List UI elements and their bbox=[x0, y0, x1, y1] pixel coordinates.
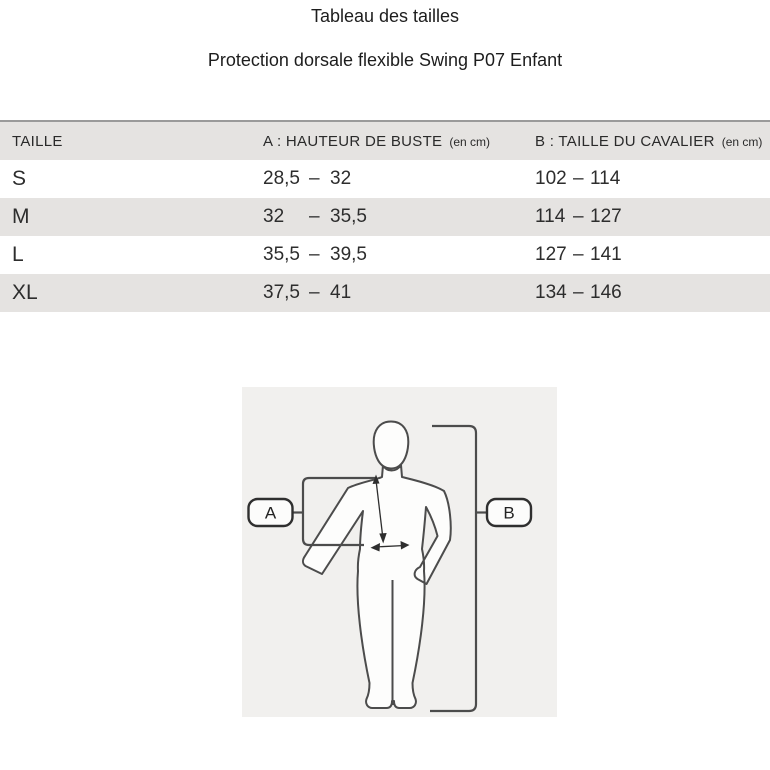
rider-min: 114 bbox=[535, 206, 566, 227]
header-bust-height: A : HAUTEUR DE BUSTE (en cm) bbox=[263, 133, 535, 150]
range-dash: – bbox=[309, 244, 320, 265]
header-rider-label: B : TAILLE DU CAVALIER bbox=[535, 132, 715, 150]
measure-b-label-box bbox=[485, 497, 533, 528]
measurement-diagram: A B bbox=[242, 387, 557, 717]
header-rider-height: B : TAILLE DU CAVALIER (en cm) bbox=[535, 133, 770, 150]
rider-max: 114 bbox=[590, 168, 621, 189]
range-dash: – bbox=[309, 282, 320, 303]
spine-arrow-head-down bbox=[379, 533, 387, 544]
range-dash: – bbox=[573, 206, 584, 227]
table-row-s: S 28,5–32 102–114 bbox=[0, 160, 770, 198]
waist-arrow-head-left bbox=[370, 543, 380, 552]
range-dash: – bbox=[573, 168, 584, 189]
header-rider-unit: (en cm) bbox=[721, 134, 763, 149]
bust-min: 32 bbox=[263, 206, 285, 227]
rider-min: 102 bbox=[535, 168, 567, 189]
header-size: TAILLE bbox=[12, 132, 63, 150]
rider-max: 146 bbox=[590, 282, 622, 303]
bust-range-cell: 37,5–41 bbox=[263, 282, 535, 304]
range-dash: – bbox=[573, 244, 584, 265]
header-bust-label: A : HAUTEUR DE BUSTE bbox=[263, 132, 443, 150]
bust-max: 39,5 bbox=[330, 244, 367, 265]
size-cell: M bbox=[12, 205, 30, 228]
person-head bbox=[372, 420, 410, 470]
measure-a-label-box bbox=[247, 497, 294, 528]
spine-arrow-icon bbox=[375, 479, 384, 540]
measure-a-label: A bbox=[265, 504, 277, 523]
range-dash: – bbox=[309, 206, 320, 227]
range-dash: – bbox=[573, 282, 584, 303]
bust-range-cell: 35,5–39,5 bbox=[263, 244, 535, 266]
page-subtitle: Protection dorsale flexible Swing P07 En… bbox=[207, 50, 563, 70]
rider-max: 127 bbox=[590, 206, 622, 227]
size-table: TAILLE A : HAUTEUR DE BUSTE (en cm) B : T… bbox=[0, 120, 770, 312]
bust-min: 28,5 bbox=[263, 168, 300, 189]
waist-arrow-head-right bbox=[400, 541, 410, 550]
size-cell: S bbox=[12, 167, 27, 190]
rider-range-cell: 134–146 bbox=[535, 282, 770, 304]
rider-min: 127 bbox=[535, 244, 567, 265]
bust-max: 35,5 bbox=[330, 206, 367, 227]
range-dash: – bbox=[309, 168, 320, 189]
spine-arrow-head-up bbox=[372, 474, 380, 484]
table-row-m: M 32–35,5 114–127 bbox=[0, 198, 770, 236]
person-body-outline bbox=[302, 464, 452, 709]
person-figure-diagram: A B bbox=[247, 420, 533, 713]
bust-range-cell: 28,5–32 bbox=[263, 168, 535, 190]
bust-max: 32 bbox=[330, 168, 352, 189]
table-body: S 28,5–32 102–114 M 32–35,5 114–127 L 35… bbox=[0, 160, 770, 312]
table-header-row: TAILLE A : HAUTEUR DE BUSTE (en cm) B : T… bbox=[0, 122, 770, 160]
rider-range-cell: 102–114 bbox=[535, 168, 770, 190]
rider-min: 134 bbox=[535, 282, 567, 303]
table-row-xl: XL 37,5–41 134–146 bbox=[0, 274, 770, 312]
table-row-l: L 35,5–39,5 127–141 bbox=[0, 236, 770, 274]
rider-range-cell: 114–127 bbox=[535, 206, 770, 228]
bracket-b-icon bbox=[430, 424, 478, 713]
size-cell: XL bbox=[12, 281, 38, 304]
header-bust-unit: (en cm) bbox=[449, 134, 491, 149]
bust-min: 35,5 bbox=[263, 244, 300, 265]
bust-max: 41 bbox=[330, 282, 352, 303]
bust-range-cell: 32 –35,5 bbox=[263, 206, 535, 228]
bust-min: 37,5 bbox=[263, 282, 300, 303]
page-title: Tableau des tailles bbox=[310, 6, 460, 26]
waist-arrow-icon bbox=[374, 544, 406, 548]
rider-range-cell: 127–141 bbox=[535, 244, 770, 266]
size-cell: L bbox=[12, 243, 24, 266]
rider-max: 141 bbox=[590, 244, 622, 265]
measure-b-label: B bbox=[503, 504, 514, 523]
